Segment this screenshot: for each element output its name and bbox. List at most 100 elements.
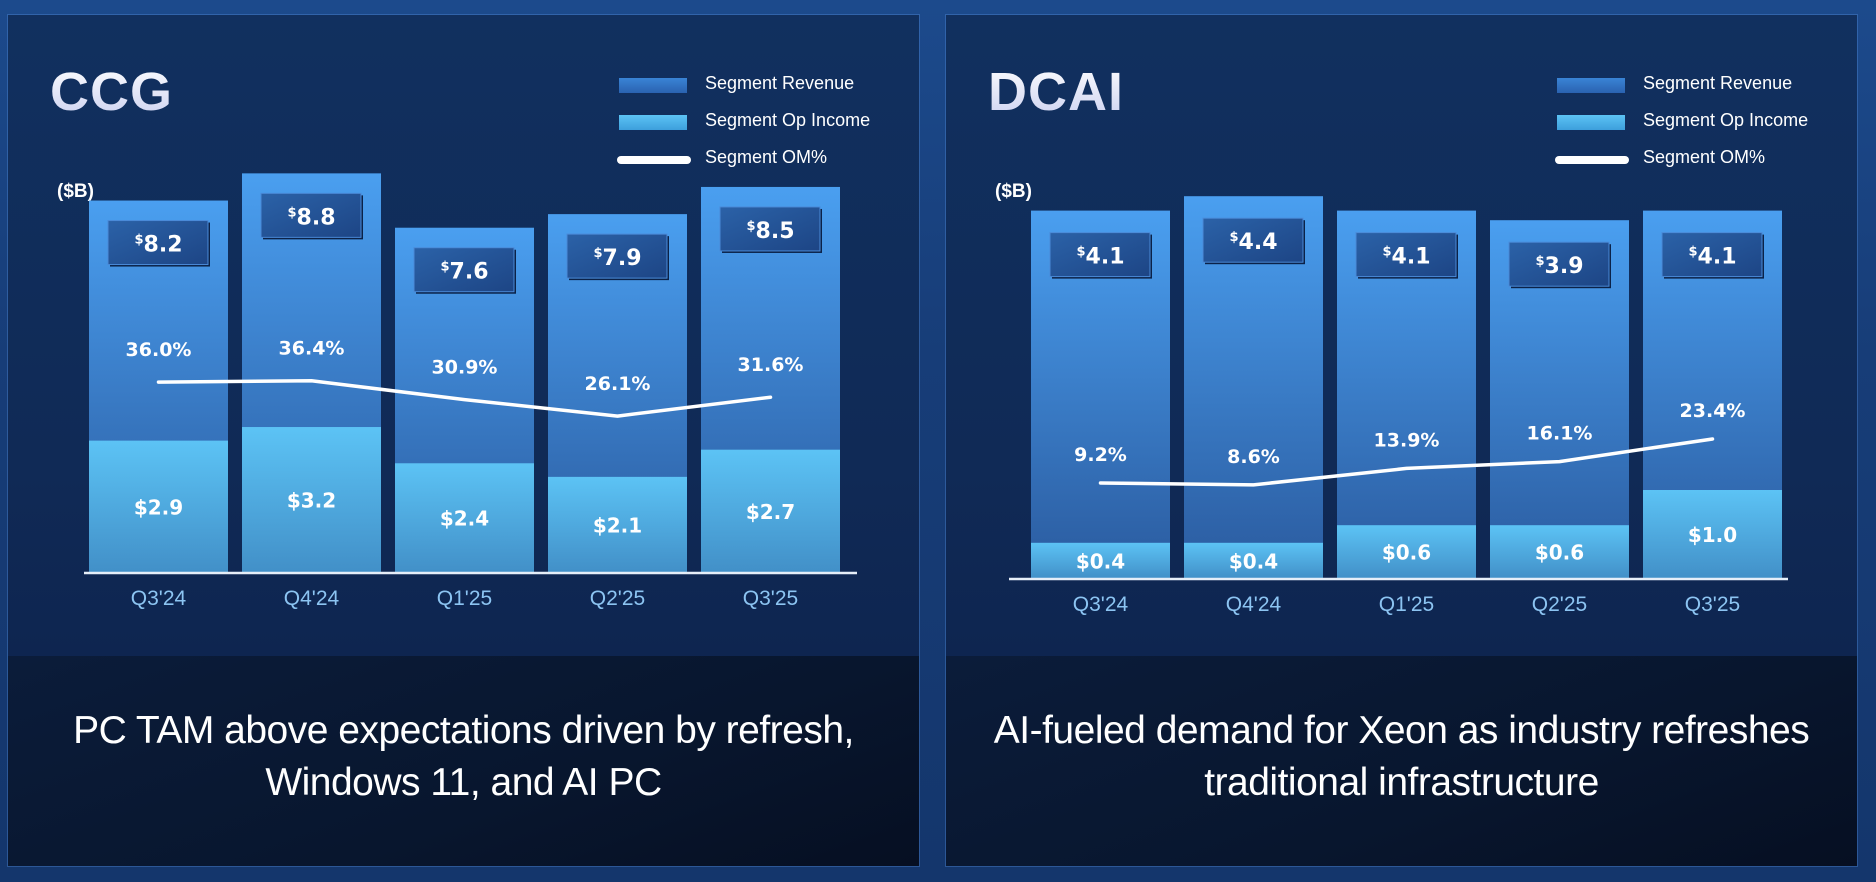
- op-income-value-label: $1.0: [1688, 523, 1737, 547]
- op-income-bar: [548, 476, 687, 572]
- revenue-value-number: 8.5: [756, 219, 795, 244]
- ccg-unit-label: ($B): [57, 181, 94, 202]
- legend-label-om: Segment OM%: [705, 147, 828, 167]
- ccg-caption-area: PC TAM above expectations driven by refr…: [8, 656, 919, 866]
- op-income-swatch-icon: [619, 115, 687, 130]
- dcai-unit-label: ($B): [995, 181, 1032, 202]
- op-income-bar: [1184, 542, 1323, 578]
- ccg-chart: $8.2 $2.9 36.0% Q3'24 $8.8 $3.2 36.4% Q4'24 $7.6…: [84, 173, 857, 610]
- op-income-value-label: $0.6: [1535, 541, 1584, 565]
- ccg-panel: CCG ($B) Segment Revenue Segment Op Inco…: [8, 15, 919, 866]
- revenue-value-label: $4.1: [1382, 245, 1430, 270]
- revenue-value-box: [1355, 232, 1457, 278]
- op-income-bar: [89, 440, 228, 572]
- dollar-superscript: $: [440, 260, 449, 275]
- om-percent-label: 31.6%: [738, 354, 804, 376]
- om-percent-label: 9.2%: [1074, 444, 1127, 466]
- om-percent-label: 13.9%: [1374, 429, 1440, 451]
- op-income-bar: [1490, 525, 1629, 578]
- om-percent-label: 8.6%: [1227, 446, 1280, 468]
- revenue-value-number: 4.1: [1392, 245, 1431, 270]
- revenue-value-box: [719, 206, 821, 252]
- dollar-superscript: $: [1382, 245, 1391, 260]
- revenue-value-number: 7.9: [603, 246, 642, 271]
- om-line-swatch-icon: [617, 156, 691, 164]
- op-income-bar: [1643, 490, 1782, 578]
- op-income-bar: [1031, 542, 1170, 578]
- revenue-value-number: 4.1: [1086, 245, 1125, 270]
- revenue-value-box: [1202, 217, 1304, 263]
- x-tick-label: Q4'24: [284, 587, 340, 610]
- om-percent-label: 36.4%: [279, 338, 345, 360]
- dcai-chart: $4.1 $0.4 9.2% Q3'24 $4.4 $0.4 8.6% Q4'24 $4.1 $0…: [1009, 196, 1788, 616]
- ccg-chart-area: CCG ($B) Segment Revenue Segment Op Inco…: [8, 15, 919, 656]
- revenue-value-number: 8.8: [297, 205, 336, 230]
- op-income-value-label: $0.4: [1076, 549, 1125, 573]
- op-income-value-label: $2.1: [593, 513, 642, 537]
- revenue-value-number: 7.6: [450, 260, 489, 285]
- x-tick-label: Q1'25: [437, 587, 492, 610]
- dcai-caption-area: AI-fueled demand for Xeon as industry re…: [946, 656, 1857, 866]
- op-income-swatch-icon: [1557, 115, 1625, 130]
- x-tick-label: Q1'25: [1379, 593, 1434, 616]
- dcai-panel: DCAI ($B) Segment Revenue Segment Op Inc…: [946, 15, 1857, 866]
- om-percent-label: 26.1%: [585, 373, 651, 395]
- revenue-value-label: $8.2: [134, 233, 182, 258]
- x-tick-label: Q2'25: [1532, 593, 1587, 616]
- revenue-value-label: $4.1: [1688, 245, 1736, 270]
- dcai-chart-area: DCAI ($B) Segment Revenue Segment Op Inc…: [946, 15, 1857, 656]
- op-income-value-label: $0.4: [1229, 549, 1278, 573]
- ccg-title: CCG: [50, 62, 173, 122]
- revenue-value-label: $7.6: [440, 260, 488, 285]
- revenue-swatch-icon: [619, 78, 687, 93]
- dollar-superscript: $: [287, 205, 296, 220]
- revenue-value-label: $7.9: [593, 246, 641, 271]
- legend-label-revenue: Segment Revenue: [1643, 73, 1793, 93]
- revenue-value-box: [413, 247, 515, 293]
- dollar-superscript: $: [134, 233, 143, 248]
- om-percent-label: 36.0%: [126, 339, 192, 361]
- revenue-value-box: [1049, 232, 1151, 278]
- op-income-value-label: $0.6: [1382, 541, 1431, 565]
- revenue-value-box: [1661, 232, 1763, 278]
- om-percent-label: 30.9%: [432, 357, 498, 379]
- op-income-value-label: $2.9: [134, 495, 183, 519]
- x-tick-label: Q3'24: [131, 587, 187, 610]
- revenue-value-number: 4.4: [1239, 230, 1278, 255]
- legend-label-revenue: Segment Revenue: [705, 73, 855, 93]
- legend-label-om: Segment OM%: [1643, 147, 1766, 167]
- x-tick-label: Q3'25: [1685, 593, 1740, 616]
- revenue-value-box: [566, 233, 668, 279]
- dollar-superscript: $: [1688, 245, 1697, 260]
- x-tick-label: Q4'24: [1226, 593, 1282, 616]
- revenue-swatch-icon: [1557, 78, 1625, 93]
- legend-label-op-income: Segment Op Income: [1643, 110, 1809, 130]
- revenue-value-label: $8.5: [746, 219, 794, 244]
- dcai-caption: AI-fueled demand for Xeon as industry re…: [993, 709, 1810, 804]
- x-tick-label: Q3'25: [743, 587, 798, 610]
- revenue-value-label: $3.9: [1535, 254, 1583, 279]
- op-income-value-label: $2.4: [440, 507, 489, 531]
- revenue-value-number: 8.2: [144, 233, 183, 258]
- x-tick-label: Q3'24: [1073, 593, 1129, 616]
- x-tick-label: Q2'25: [590, 587, 645, 610]
- revenue-value-number: 3.9: [1545, 254, 1584, 279]
- om-percent-label: 23.4%: [1680, 400, 1746, 422]
- op-income-value-label: $3.2: [287, 489, 336, 513]
- ccg-caption: PC TAM above expectations driven by refr…: [73, 709, 854, 804]
- revenue-value-box: [260, 192, 362, 238]
- revenue-value-label: $4.4: [1229, 230, 1277, 255]
- op-income-bar: [1337, 525, 1476, 578]
- dollar-superscript: $: [1229, 230, 1238, 245]
- op-income-bar: [701, 449, 840, 572]
- dollar-superscript: $: [1535, 254, 1544, 269]
- legend-label-op-income: Segment Op Income: [705, 110, 871, 130]
- revenue-value-box: [1508, 241, 1610, 287]
- revenue-value-label: $4.1: [1076, 245, 1124, 270]
- revenue-value-label: $8.8: [287, 205, 335, 230]
- op-income-bar: [242, 427, 381, 572]
- op-income-value-label: $2.7: [746, 500, 795, 524]
- om-percent-label: 16.1%: [1527, 423, 1593, 445]
- op-income-bar: [395, 463, 534, 572]
- dcai-title: DCAI: [988, 62, 1124, 122]
